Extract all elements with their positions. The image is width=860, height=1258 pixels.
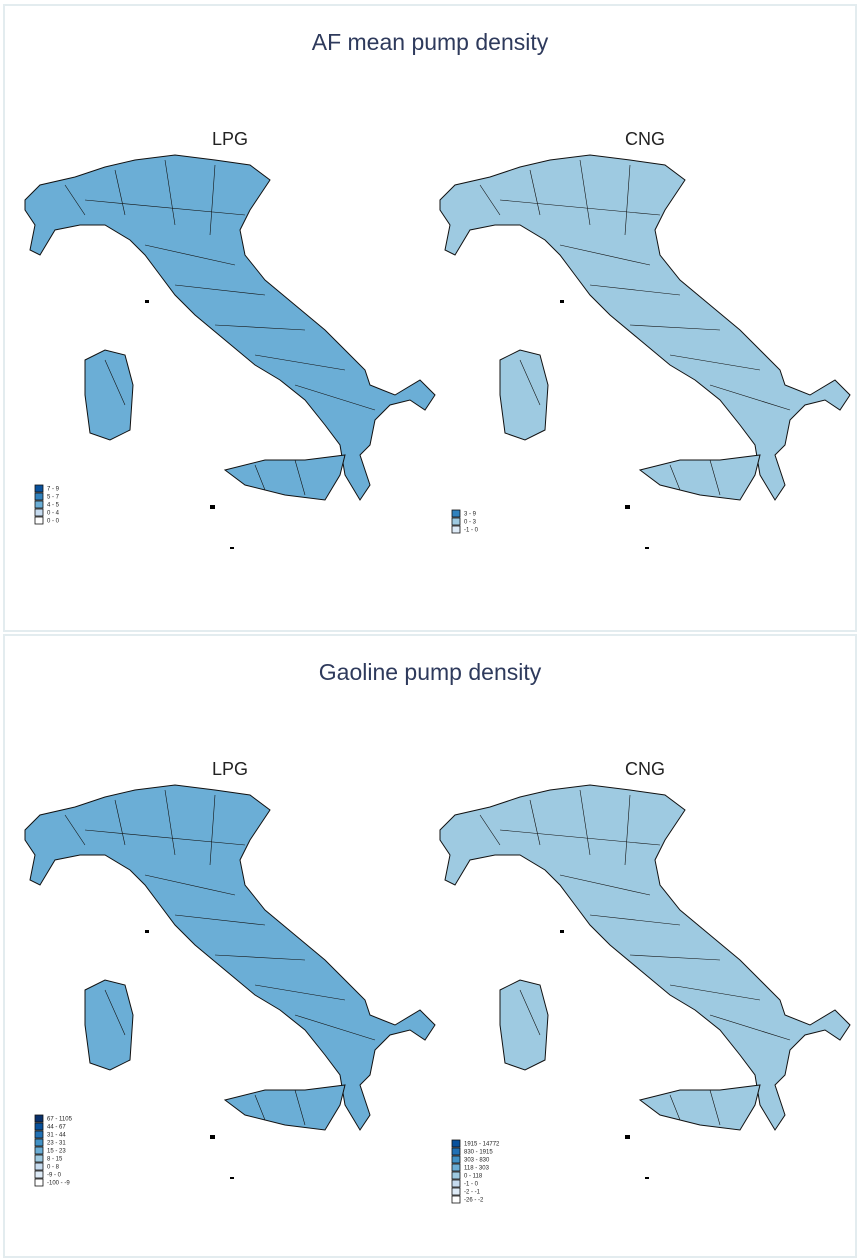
legend-label: 15 - 23	[47, 1149, 66, 1155]
legend-swatch	[451, 1187, 461, 1196]
legend-label: 8 - 15	[47, 1157, 63, 1163]
map-title: LPG	[212, 129, 248, 149]
legend-label: 830 - 1915	[464, 1150, 493, 1156]
legend-label: 23 - 31	[47, 1141, 66, 1147]
legend-label: 0 - 3	[464, 520, 477, 526]
legend-swatch	[451, 1171, 461, 1180]
legend-swatch	[451, 509, 461, 518]
legend-swatch	[451, 1147, 461, 1156]
legend-swatch	[34, 1170, 44, 1179]
legend-label: 303 - 830	[464, 1158, 490, 1164]
legend-swatch	[34, 1154, 44, 1163]
map-title: LPG	[212, 759, 248, 779]
map	[24, 784, 436, 1180]
panel-title: AF mean pump density	[312, 29, 549, 55]
legend-label: 4 - 5	[47, 503, 60, 509]
legend-label: -1 - 0	[464, 528, 479, 534]
legend-swatch	[451, 1155, 461, 1164]
map	[439, 154, 851, 550]
map	[439, 784, 851, 1180]
content: AF mean pump density LPG 7 - 9 5 - 7 4 - 5 0 …	[24, 29, 851, 1204]
legend-swatch	[34, 1114, 44, 1123]
legend-swatch	[34, 484, 44, 493]
legend-swatch	[451, 517, 461, 526]
legend-swatch	[34, 516, 44, 525]
legend-label: 0 - 118	[464, 1174, 483, 1180]
legend-label: 1915 - 14772	[464, 1142, 500, 1148]
legend-label: -26 - -2	[464, 1198, 484, 1204]
legend-label: 31 - 44	[47, 1133, 66, 1139]
legend-label: 0 - 8	[47, 1165, 60, 1171]
legend-label: -100 - -9	[47, 1181, 70, 1187]
legend-swatch	[451, 1163, 461, 1172]
legend-label: 44 - 67	[47, 1125, 66, 1131]
legend-swatch	[34, 500, 44, 509]
legend-swatch	[34, 1130, 44, 1139]
map	[24, 154, 436, 550]
legend-label: 7 - 9	[47, 487, 60, 493]
legend-label: 0 - 4	[47, 511, 60, 517]
legend-label: -1 - 0	[464, 1182, 479, 1188]
panel-title: Gaoline pump density	[319, 659, 542, 685]
legend-swatch	[34, 1122, 44, 1131]
legend-swatch	[451, 1179, 461, 1188]
panel-frame	[3, 4, 857, 632]
legend-label: 118 - 303	[464, 1166, 490, 1172]
legend-label: -9 - 0	[47, 1173, 62, 1179]
legend-swatch	[451, 1195, 461, 1204]
map-title: CNG	[625, 759, 665, 779]
legend-swatch	[34, 1146, 44, 1155]
legend-label: 0 - 0	[47, 519, 60, 525]
legend-swatch	[34, 1138, 44, 1147]
panel-frame	[3, 634, 857, 1258]
legend-label: 3 - 9	[464, 512, 477, 518]
legend-label: 67 - 1105	[47, 1117, 73, 1123]
legend-label: 5 - 7	[47, 495, 60, 501]
legend-swatch	[451, 525, 461, 534]
legend-swatch	[34, 508, 44, 517]
legend-swatch	[34, 492, 44, 501]
legend-swatch	[34, 1162, 44, 1171]
map-title: CNG	[625, 129, 665, 149]
legend-label: -2 - -1	[464, 1190, 481, 1196]
legend-swatch	[34, 1178, 44, 1187]
legend-swatch	[451, 1139, 461, 1148]
